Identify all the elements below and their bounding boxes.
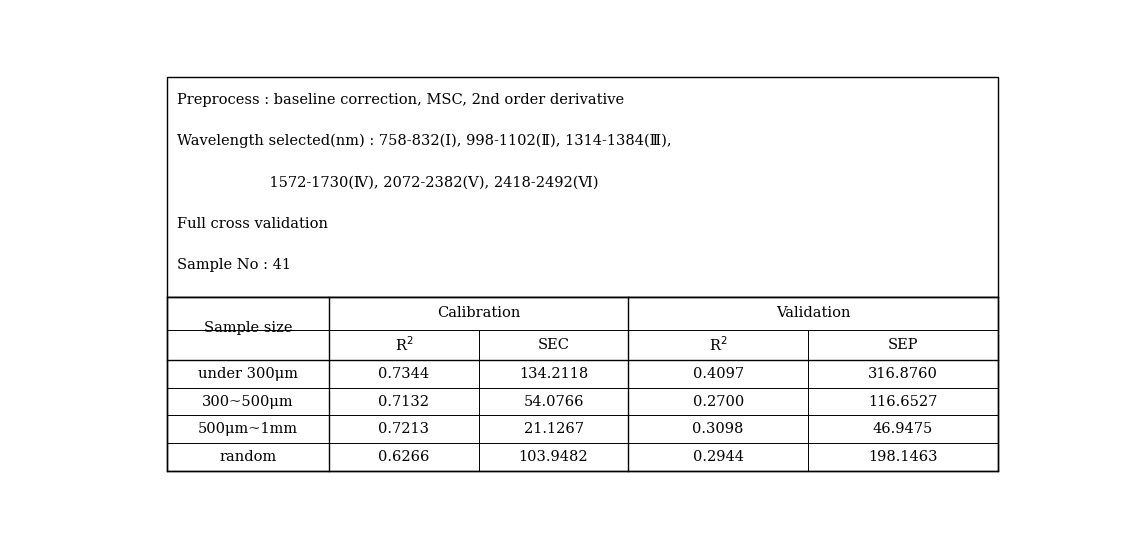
Text: 54.0766: 54.0766 [524, 395, 584, 409]
Text: 103.9482: 103.9482 [519, 450, 588, 464]
Text: random: random [219, 450, 276, 464]
Text: 0.2944: 0.2944 [693, 450, 744, 464]
Text: Full cross validation: Full cross validation [177, 217, 328, 231]
Text: 0.7344: 0.7344 [378, 367, 429, 381]
Text: R$^2$: R$^2$ [394, 335, 414, 354]
Text: Preprocess : baseline correction, MSC, 2nd order derivative: Preprocess : baseline correction, MSC, 2… [177, 93, 625, 107]
Bar [167, 77, 997, 296]
Text: Wavelength selected(nm) : 758-832(Ⅰ), 998-1102(Ⅱ), 1314-1384(Ⅲ),: Wavelength selected(nm) : 758-832(Ⅰ), 99… [177, 134, 671, 149]
Text: 134.2118: 134.2118 [519, 367, 588, 381]
Text: R$^2$: R$^2$ [709, 335, 727, 354]
Text: Sample size: Sample size [203, 321, 292, 335]
Bar [167, 296, 997, 470]
Text: SEP: SEP [887, 338, 918, 352]
Text: 0.7213: 0.7213 [378, 422, 429, 436]
Text: 0.7132: 0.7132 [378, 395, 429, 409]
Text: 116.6527: 116.6527 [868, 395, 937, 409]
Text: 198.1463: 198.1463 [868, 450, 937, 464]
Text: Validation: Validation [776, 306, 851, 320]
Text: Calibration: Calibration [437, 306, 520, 320]
Text: Sample No : 41: Sample No : 41 [177, 259, 291, 273]
Text: 500μm~1mm: 500μm~1mm [198, 422, 298, 436]
Text: 46.9475: 46.9475 [872, 422, 933, 436]
Text: SEC: SEC [537, 338, 569, 352]
Text: 0.2700: 0.2700 [693, 395, 744, 409]
Text: under 300μm: under 300μm [198, 367, 298, 381]
Text: 1572-1730(Ⅳ), 2072-2382(Ⅴ), 2418-2492(Ⅵ): 1572-1730(Ⅳ), 2072-2382(Ⅴ), 2418-2492(Ⅵ) [177, 176, 599, 190]
Text: 0.4097: 0.4097 [693, 367, 744, 381]
Text: 21.1267: 21.1267 [524, 422, 584, 436]
Text: 0.3098: 0.3098 [693, 422, 744, 436]
Text: 316.8760: 316.8760 [868, 367, 938, 381]
Text: 300~500μm: 300~500μm [202, 395, 294, 409]
Text: 0.6266: 0.6266 [378, 450, 429, 464]
